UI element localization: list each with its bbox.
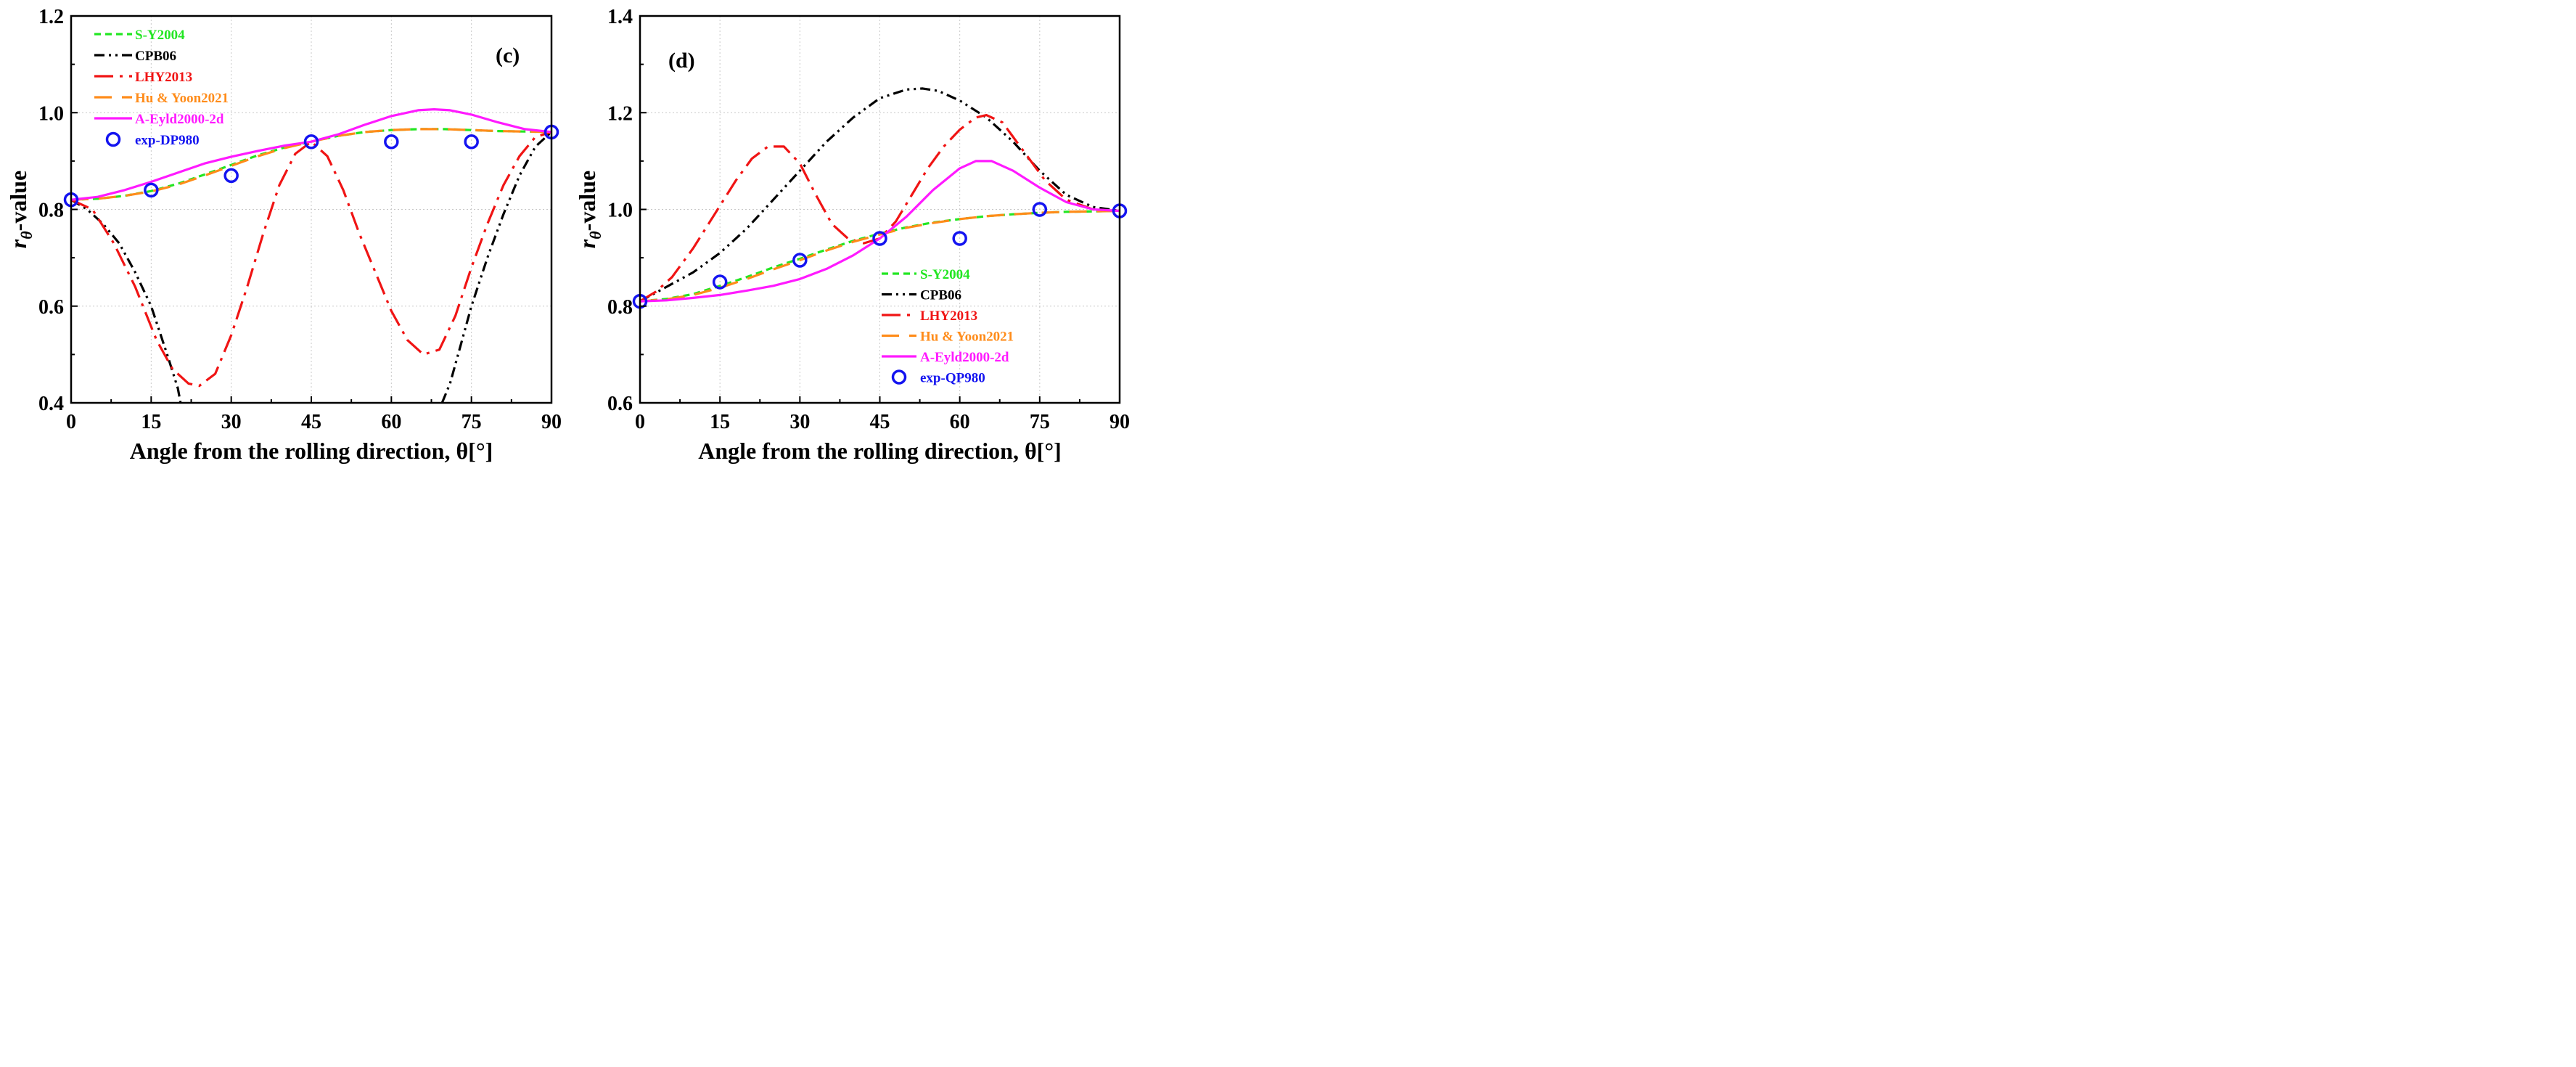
series-line-4 xyxy=(640,160,1120,303)
panel-tag: (d) xyxy=(668,49,695,73)
y-axis-title-rest: -value xyxy=(5,171,31,232)
chart-panel-1: 0 15 30 45 60 75 90 0.6 0.8 1.0 1.2 1.4 Angle from t… xyxy=(574,6,1130,464)
y-tick-label: 0.6 xyxy=(38,296,64,319)
x-tick-label: 90 xyxy=(541,411,562,433)
y-axis-title-rest: -value xyxy=(574,171,600,232)
x-tick-label: 75 xyxy=(462,411,482,433)
x-tick-label: 60 xyxy=(381,411,401,433)
data-point xyxy=(792,253,808,268)
x-tick-label: 0 xyxy=(66,411,76,433)
x-tick-label: 45 xyxy=(870,411,890,433)
data-point xyxy=(872,231,887,246)
figure: 0 15 30 45 60 75 90 0.4 0.6 0.8 1.0 1.2 Angle from t… xyxy=(5,6,1130,464)
data-point xyxy=(303,134,319,150)
x-tick-label: 60 xyxy=(950,411,970,433)
legend-label: exp-QP980 xyxy=(920,371,985,386)
series-line-1-b xyxy=(440,131,551,403)
panel-tag: (c) xyxy=(496,44,520,68)
y-tick-label: 1.2 xyxy=(38,6,64,28)
data-point xyxy=(384,134,399,150)
y-axis-title: rθ-value xyxy=(574,171,604,248)
legend-label: A-Eyld2000-2d xyxy=(135,112,224,127)
y-tick-label: 1.2 xyxy=(607,102,633,125)
x-tick-label: 15 xyxy=(710,411,730,433)
x-axis-title: Angle from the rolling direction, θ[°] xyxy=(130,438,493,464)
legend-label: Hu & Yoon2021 xyxy=(135,91,229,106)
data-point xyxy=(464,134,479,150)
x-tick-label: 15 xyxy=(141,411,161,433)
y-tick-label: 1.0 xyxy=(38,102,64,125)
legend: S-Y2004 CPB06 LHY2013 Hu & Yoon2021 A-Eyld20… xyxy=(94,28,229,148)
x-tick-label: 30 xyxy=(221,411,242,433)
x-tick-label: 30 xyxy=(789,411,810,433)
series-line-2 xyxy=(640,114,1120,303)
y-tick-label: 1.0 xyxy=(607,200,633,222)
data-point xyxy=(223,168,239,184)
x-tick-label: 75 xyxy=(1030,411,1050,433)
data-point xyxy=(712,274,728,290)
legend-label: LHY2013 xyxy=(920,308,977,324)
plot-area xyxy=(640,87,1120,303)
x-tick-label: 90 xyxy=(1109,411,1130,433)
y-axis-title-main: r xyxy=(5,239,31,248)
data-point xyxy=(952,231,967,246)
legend: S-Y2004 CPB06 LHY2013 Hu & Yoon2021 A-Eyld20… xyxy=(882,267,1014,386)
y-axis-title-sub: θ xyxy=(17,231,36,240)
series-line-3 xyxy=(640,209,1120,303)
chart-panel-0: 0 15 30 45 60 75 90 0.4 0.6 0.8 1.0 1.2 Angle from t… xyxy=(5,6,562,464)
plot-area xyxy=(71,108,551,403)
y-tick-label: 0.6 xyxy=(607,393,633,415)
x-tick-label: 0 xyxy=(635,411,645,433)
series-line-1 xyxy=(71,198,182,403)
legend-label: Hu & Yoon2021 xyxy=(920,330,1014,345)
y-tick-label: 0.8 xyxy=(38,200,64,222)
y-tick-label: 1.4 xyxy=(607,6,633,28)
legend-label: CPB06 xyxy=(920,288,961,303)
series-line-0 xyxy=(71,128,551,201)
series-line-2 xyxy=(71,131,551,388)
x-axis-title: Angle from the rolling direction, θ[°] xyxy=(698,438,1062,464)
legend-marker xyxy=(105,131,121,147)
x-tick-label: 45 xyxy=(301,411,321,433)
y-tick-label: 0.8 xyxy=(607,296,633,319)
legend-label: S-Y2004 xyxy=(135,28,185,43)
legend-label: LHY2013 xyxy=(135,70,192,85)
data-point xyxy=(144,182,159,198)
legend-label: exp-DP980 xyxy=(135,133,200,148)
data-point xyxy=(1032,202,1048,217)
legend-label: CPB06 xyxy=(135,49,176,64)
series-line-0 xyxy=(640,209,1120,303)
y-axis-title-main: r xyxy=(574,239,600,248)
legend-label: S-Y2004 xyxy=(920,267,970,282)
y-axis-title: rθ-value xyxy=(5,171,36,248)
y-tick-label: 0.4 xyxy=(38,393,64,415)
y-axis-title-sub: θ xyxy=(586,231,604,240)
legend-label: A-Eyld2000-2d xyxy=(920,350,1009,365)
series-line-4 xyxy=(71,108,551,201)
legend-marker xyxy=(891,369,907,385)
